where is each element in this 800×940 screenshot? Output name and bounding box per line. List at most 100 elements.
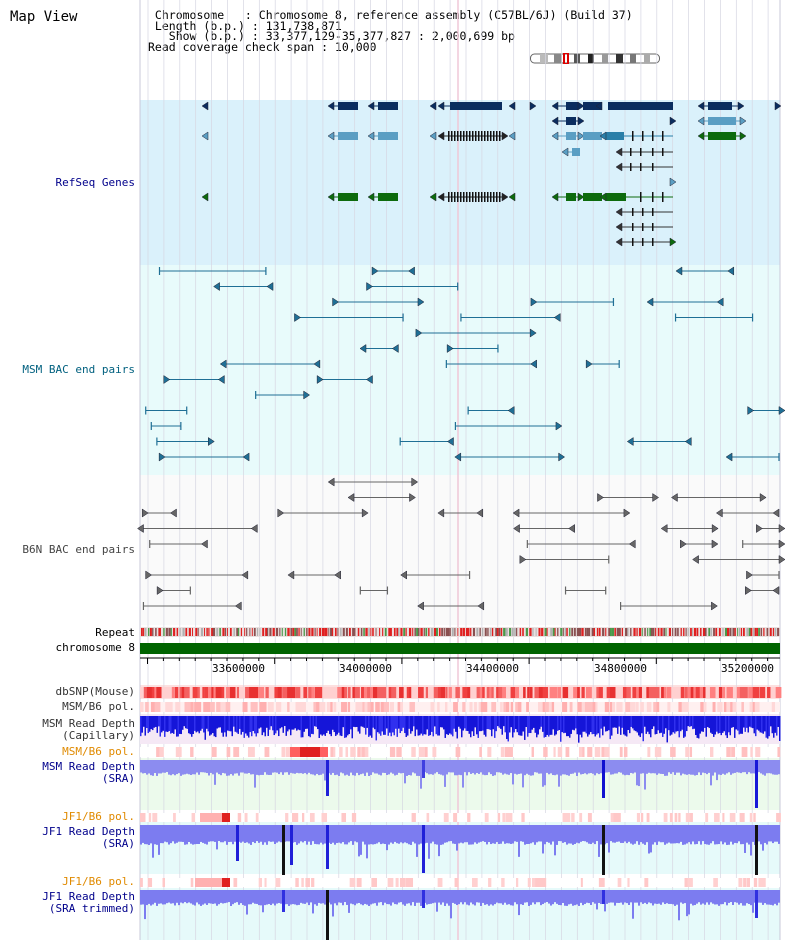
jf1-sra-depth-bar bbox=[512, 825, 514, 844]
msm-cap-depth-bar bbox=[539, 716, 541, 730]
msm-sra-depth-bar bbox=[258, 760, 260, 776]
repeat-element bbox=[195, 628, 198, 636]
repeat-element bbox=[687, 628, 689, 636]
msm-pol-cell bbox=[150, 702, 157, 712]
axis-tick-label: 34000000 bbox=[339, 662, 392, 675]
gene-arrow bbox=[437, 192, 445, 202]
msm-sra-depth-bar bbox=[428, 760, 430, 775]
msm-cap-depth-bar bbox=[164, 716, 166, 737]
msm-sra-depth-bar bbox=[524, 760, 526, 776]
msm-pol-cell bbox=[316, 702, 321, 712]
jf1-trim-depth-bar bbox=[438, 890, 440, 903]
msm-sra-depth-bar bbox=[610, 760, 612, 775]
track-label-dbsnp[interactable]: dbSNP(Mouse) bbox=[55, 685, 135, 698]
msm-pol2-cell bbox=[159, 747, 164, 757]
msm-cap-depth-bar bbox=[663, 716, 665, 734]
gene-arrow bbox=[551, 116, 559, 126]
msm-sra-depth-bar bbox=[588, 760, 590, 774]
gene-exon bbox=[487, 131, 489, 141]
msm-cap-depth-bar bbox=[591, 716, 593, 735]
jf1-trim-depth-bar bbox=[666, 890, 668, 904]
msm-sra-depth-bar bbox=[430, 760, 432, 775]
msm-cap-depth-bar bbox=[407, 716, 409, 736]
track-label-msm-bac[interactable]: MSM BAC end pairs bbox=[22, 363, 135, 376]
msm-cap-depth-bar bbox=[566, 716, 568, 737]
msm-cap-depth-bar bbox=[582, 716, 584, 732]
msm-cap-depth-bar bbox=[458, 716, 460, 727]
msm-sra-depth-bar-spike bbox=[326, 760, 329, 796]
track-label-msm-b6-pol-1[interactable]: MSM/B6 pol. bbox=[62, 700, 135, 713]
msm-pol-cell bbox=[732, 702, 737, 712]
jf1-trim-depth-bar bbox=[618, 890, 620, 903]
track-label-jf1-b6-pol-2[interactable]: JF1/B6 pol. bbox=[62, 875, 135, 888]
dbsnp-cell bbox=[406, 687, 411, 698]
track-label-b6n-bac[interactable]: B6N BAC end pairs bbox=[22, 543, 135, 556]
msm-pol-cell bbox=[194, 702, 199, 712]
msm-sra-depth-bar bbox=[666, 760, 668, 776]
msm-sra-depth-bar bbox=[698, 760, 700, 773]
repeat-element bbox=[224, 628, 227, 636]
msm-sra-depth-bar bbox=[174, 760, 176, 776]
msm-cap-depth-bar bbox=[171, 716, 173, 733]
track-label-msm-depth-cap[interactable]: MSM Read Depth (Capillary) bbox=[42, 718, 135, 742]
jf1-sra-depth-bar bbox=[408, 825, 410, 845]
msm-cap-depth-bar bbox=[296, 716, 298, 731]
dbsnp-cell bbox=[174, 687, 179, 698]
msm-cap-depth-bar bbox=[147, 716, 149, 734]
gene-exon bbox=[499, 131, 501, 141]
msm-cap-depth-bar bbox=[351, 716, 353, 739]
jf1-sra-depth-bar bbox=[266, 825, 268, 845]
msm-pol2-cell bbox=[673, 747, 676, 757]
msm-cap-depth-bar bbox=[495, 716, 497, 732]
track-label-jf1-depth-trim[interactable]: JF1 Read Depth (SRA trimmed) bbox=[42, 891, 135, 915]
track-label-msm-depth-sra[interactable]: MSM Read Depth (SRA) bbox=[42, 761, 135, 785]
msm-sra-depth-bar bbox=[510, 760, 512, 774]
dbsnp-cell bbox=[684, 687, 690, 698]
jf1-sra-depth-bar bbox=[690, 825, 692, 845]
msm-cap-depth-bar bbox=[726, 716, 728, 738]
gene-exon bbox=[708, 117, 736, 125]
msm-sra-depth-bar bbox=[284, 760, 286, 773]
track-label-jf1-depth-sra[interactable]: JF1 Read Depth (SRA) bbox=[42, 826, 135, 850]
jf1-trim-depth-bar bbox=[752, 890, 754, 913]
msm-pol2-cell bbox=[345, 747, 349, 757]
msm-cap-depth-bar bbox=[288, 716, 290, 730]
msm-cap-depth-bar bbox=[428, 716, 430, 736]
jf1-sra-depth-bar bbox=[340, 825, 342, 844]
gene-exon bbox=[652, 192, 654, 202]
msm-sra-depth-bar bbox=[268, 760, 270, 775]
jf1-sra-depth-bar bbox=[334, 825, 336, 845]
msm-cap-depth-bar bbox=[441, 716, 443, 728]
gene-arrow bbox=[669, 237, 677, 247]
repeat-element bbox=[772, 628, 775, 636]
msm-pol2-cell bbox=[362, 747, 366, 757]
msm-pol-cell bbox=[478, 702, 483, 712]
track-label-repeat[interactable]: Repeat bbox=[95, 626, 135, 639]
track-label-refseq-genes[interactable]: RefSeq Genes bbox=[55, 176, 135, 189]
jf1-sra-depth-bar bbox=[362, 825, 364, 842]
msm-sra-depth-bar bbox=[586, 760, 588, 775]
gene-exon bbox=[454, 192, 456, 202]
msm-sra-depth-bar bbox=[766, 760, 768, 774]
track-label-jf1-b6-pol-1[interactable]: JF1/B6 pol. bbox=[62, 810, 135, 823]
jf1-trim-depth-bar bbox=[606, 890, 608, 904]
jf1-pol2-cell bbox=[195, 878, 225, 887]
msm-cap-depth-bar bbox=[498, 716, 500, 728]
jf1-sra-depth-bar bbox=[646, 825, 648, 843]
msm-cap-depth-bar bbox=[708, 716, 710, 729]
msm-sra-depth-bar bbox=[472, 760, 474, 774]
jf1-sra-depth-bar bbox=[458, 825, 460, 844]
gene-exon bbox=[463, 131, 465, 141]
msm-sra-depth-bar bbox=[230, 760, 232, 775]
dbsnp-cell bbox=[476, 687, 481, 698]
chromosome-ideogram[interactable] bbox=[530, 53, 660, 64]
jf1-trim-depth-bar bbox=[500, 890, 502, 904]
track-label-msm-b6-pol-2[interactable]: MSM/B6 pol. bbox=[62, 745, 135, 758]
dbsnp-cell bbox=[573, 687, 578, 698]
msm-pol-cell bbox=[389, 702, 394, 712]
msm-cap-depth-bar bbox=[486, 716, 488, 730]
msm-cap-depth-bar bbox=[197, 716, 199, 732]
msm-cap-depth-bar bbox=[777, 716, 779, 727]
track-label-chromosome[interactable]: chromosome 8 bbox=[55, 641, 135, 654]
